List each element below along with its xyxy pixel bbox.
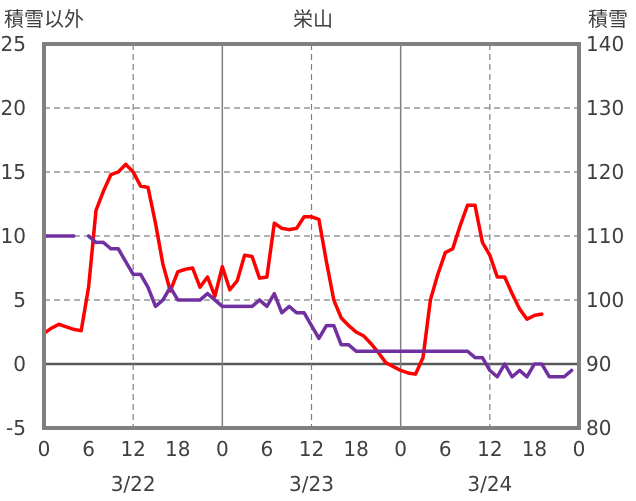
x-tick-label: 0 (573, 437, 586, 461)
x-tick-label: 0 (216, 437, 229, 461)
y-left-tick-label: 10 (1, 224, 26, 248)
date-label: 3/23 (289, 472, 334, 496)
x-tick-label: 6 (261, 437, 274, 461)
x-tick-label: 18 (165, 437, 190, 461)
y-right-tick-label: 110 (586, 224, 624, 248)
plot-frame (42, 42, 581, 430)
y-left-tick-label: -5 (6, 416, 26, 440)
x-tick-label: 18 (343, 437, 368, 461)
right-axis-title: 積雪 (588, 7, 628, 31)
x-tick-label: 12 (477, 437, 502, 461)
chart-title: 栄山 (293, 7, 333, 31)
x-tick-label: 12 (120, 437, 145, 461)
y-right-tick-label: 140 (586, 32, 624, 56)
x-tick-label: 0 (38, 437, 51, 461)
y-right-tick-label: 90 (586, 352, 611, 376)
date-label: 3/24 (467, 472, 512, 496)
x-tick-label: 6 (439, 437, 452, 461)
y-right-tick-label: 100 (586, 288, 624, 312)
y-left-tick-label: 15 (1, 160, 26, 184)
x-tick-label: 18 (522, 437, 547, 461)
x-tick-label: 12 (299, 437, 324, 461)
y-right-tick-label: 80 (586, 416, 611, 440)
y-left-tick-label: 20 (1, 96, 26, 120)
x-tick-label: 0 (394, 437, 407, 461)
series-lines (42, 162, 574, 379)
x-tick-label: 6 (82, 437, 95, 461)
series-line-2 (86, 234, 574, 379)
y-right-tick-label: 130 (586, 96, 624, 120)
y-left-tick-label: 25 (1, 32, 26, 56)
y-left-tick-label: 0 (13, 352, 26, 376)
y-left-tick-label: 5 (13, 288, 26, 312)
series-line-1 (42, 162, 544, 376)
date-label: 3/22 (111, 472, 156, 496)
gridlines (44, 44, 579, 428)
left-axis-title: 積雪以外 (4, 7, 84, 31)
y-right-tick-label: 120 (586, 160, 624, 184)
